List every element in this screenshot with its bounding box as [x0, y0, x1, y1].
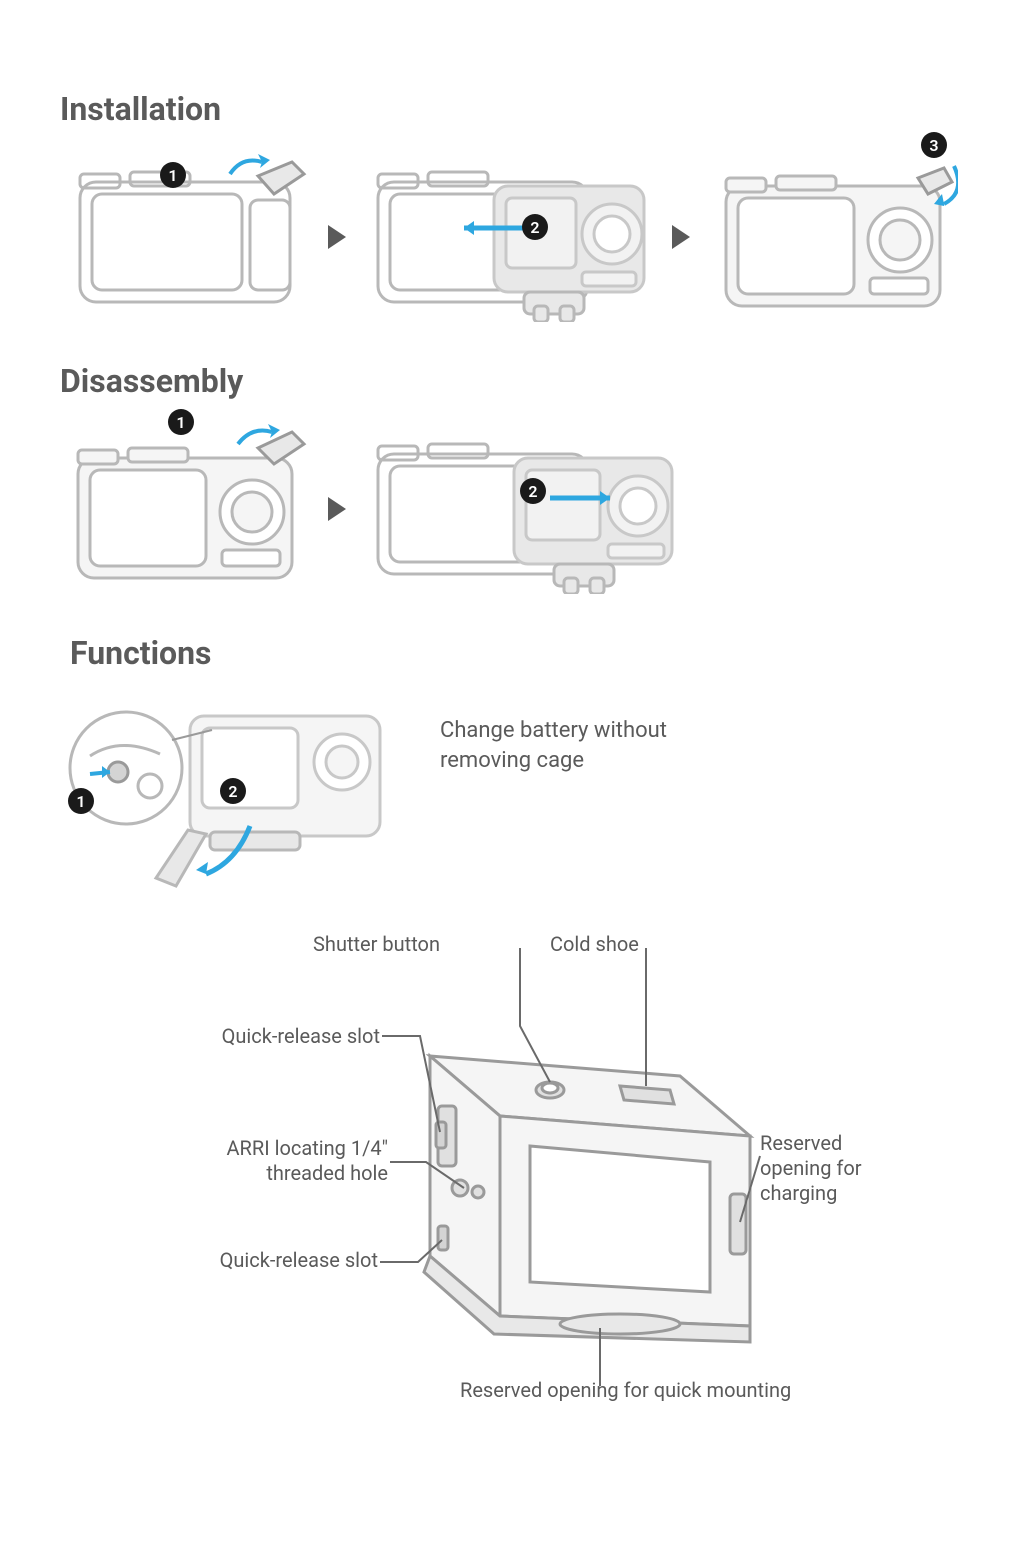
cage-with-camera-illustration [364, 152, 654, 322]
cage-camera-out-illustration [364, 424, 684, 594]
disassembly-step-1: 1 [60, 424, 310, 594]
label-shutter-button: Shutter button [313, 932, 440, 957]
label-quick-release-bottom: Quick-release slot [220, 1248, 378, 1273]
label-arri-hole: ARRI locating 1/4" threaded hole [227, 1136, 389, 1186]
battery-access-illustration [60, 696, 400, 916]
step-separator-icon [328, 497, 346, 521]
installation-step-2: 2 [364, 152, 654, 322]
cage-open-illustration [60, 424, 310, 594]
step-separator-icon [328, 225, 346, 249]
label-cold-shoe: Cold shoe [550, 932, 639, 957]
installation-step-1: 1 [60, 152, 310, 322]
functions-caption: Change battery without removing cage [440, 716, 667, 775]
installation-row: 1 [60, 152, 964, 322]
label-reserved-charging: Reserved opening for charging [760, 1131, 862, 1206]
disassembly-heading: Disassembly [60, 362, 964, 400]
step-badge: 2 [220, 778, 246, 804]
step-badge: 1 [168, 409, 194, 435]
step-badge: 2 [522, 214, 548, 240]
functions-diagram: Shutter button Cold shoe Quick-release s… [60, 926, 960, 1466]
step-separator-icon [672, 225, 690, 249]
functions-section: Functions [60, 634, 964, 1466]
label-quick-release-top: Quick-release slot [222, 1024, 380, 1049]
installation-heading: Installation [60, 90, 964, 128]
installation-step-3: 3 [708, 152, 958, 322]
step-badge: 3 [921, 132, 947, 158]
functions-top: 1 2 Change battery without removing cage [60, 696, 964, 916]
step-badge: 1 [68, 788, 94, 814]
disassembly-section: Disassembly 1 [60, 362, 964, 594]
installation-section: Installation 1 [60, 90, 964, 322]
disassembly-row: 1 [60, 424, 964, 594]
step-badge: 2 [520, 478, 546, 504]
functions-heading: Functions [70, 634, 964, 672]
cage-closed-illustration [708, 152, 958, 322]
functions-battery-figure: 1 2 [60, 696, 400, 916]
label-reserved-mounting: Reserved opening for quick mounting [460, 1378, 791, 1403]
step-badge: 1 [160, 162, 186, 188]
disassembly-step-2: 2 [364, 424, 684, 594]
